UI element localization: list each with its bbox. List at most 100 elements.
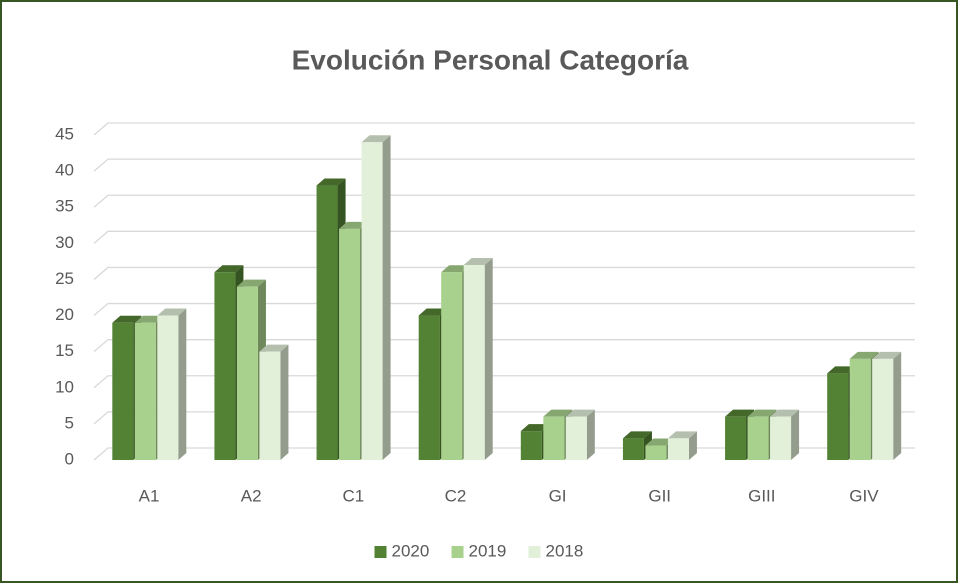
- bar-side-shade: [484, 258, 493, 460]
- bar: [418, 315, 440, 460]
- bar: [463, 265, 485, 460]
- bar: [339, 228, 361, 460]
- y-tick-label: 10: [55, 377, 74, 396]
- bar: [725, 416, 747, 460]
- grid-line: [93, 230, 915, 244]
- bar-top-shade: [259, 344, 289, 352]
- legend-swatch: [451, 546, 464, 558]
- bar-side-shade: [688, 431, 697, 460]
- grid-line: [93, 266, 915, 280]
- y-tick-label: 45: [55, 124, 74, 143]
- grid-line: [93, 375, 915, 389]
- bar-top-shade: [157, 308, 187, 316]
- x-tick-label: A2: [241, 486, 262, 505]
- bar-side-shade: [893, 351, 902, 460]
- bar-side: [178, 308, 187, 460]
- bar-top-shade: [770, 409, 800, 417]
- bar: [543, 416, 565, 460]
- bar: [520, 431, 542, 460]
- grid-line: [93, 339, 915, 353]
- bar-side: [791, 409, 800, 460]
- y-tick-label: 20: [55, 305, 74, 324]
- chart-title: Evolución Personal Categoría: [292, 44, 689, 75]
- bar-top: [339, 221, 369, 229]
- bar-top: [214, 265, 244, 273]
- bar-top-shade: [543, 409, 573, 417]
- bar-top: [667, 431, 697, 439]
- bar-side-shade: [280, 344, 289, 460]
- bar-side: [688, 431, 697, 460]
- bar-top: [849, 351, 879, 359]
- bar-top: [259, 344, 289, 352]
- bar: [827, 373, 849, 460]
- bar: [645, 445, 667, 460]
- x-tick-label: GIII: [748, 486, 775, 505]
- bar-side-shade: [791, 409, 800, 460]
- bar-top: [236, 279, 266, 287]
- bar-top: [520, 424, 550, 432]
- bar-top-shade: [361, 135, 391, 143]
- grid-line: [93, 194, 915, 208]
- y-tick-label: 25: [55, 269, 74, 288]
- bar-side-shade: [586, 409, 595, 460]
- bar-top-shade: [520, 424, 550, 432]
- bar-top: [418, 308, 448, 316]
- bar-top-shade: [339, 221, 369, 229]
- bar: [622, 438, 644, 460]
- bar-top-shade: [463, 258, 493, 265]
- bar-top-shade: [725, 409, 755, 417]
- bar: [259, 351, 281, 460]
- legend-swatch: [528, 546, 541, 558]
- y-tick-label: 15: [55, 341, 74, 360]
- legend-label: 2019: [469, 541, 507, 560]
- bar-top-shade: [441, 265, 471, 273]
- bar-top: [134, 315, 164, 323]
- bar-top: [872, 351, 902, 359]
- x-tick-label: A1: [139, 486, 160, 505]
- grid-line: [93, 302, 915, 317]
- bar-top-shade: [134, 315, 164, 323]
- bar: [236, 286, 258, 460]
- bar-top: [622, 431, 652, 439]
- y-tick-label: 30: [55, 233, 74, 252]
- bar-top-shade: [622, 431, 652, 439]
- x-tick-label: GI: [549, 486, 567, 505]
- legend-swatch: [374, 546, 387, 558]
- bar-side: [484, 258, 493, 460]
- grid-line: [93, 122, 915, 136]
- bar-top-shade: [316, 178, 346, 186]
- bar-top: [770, 409, 800, 417]
- x-tick-label: GIV: [849, 486, 879, 505]
- legend-label: 2020: [392, 541, 430, 560]
- bar-top-shade: [112, 315, 142, 323]
- y-tick-label: 35: [55, 197, 74, 216]
- bar-top: [441, 265, 471, 273]
- y-tick-label: 40: [55, 161, 74, 180]
- bar-top: [157, 308, 187, 316]
- bar: [872, 358, 894, 460]
- bar-top: [747, 409, 777, 417]
- bar: [214, 272, 236, 460]
- bar-side: [586, 409, 595, 460]
- bar-top: [565, 409, 595, 417]
- bar: [770, 416, 792, 460]
- bar-top-shade: [747, 409, 777, 417]
- bar-top-shade: [214, 265, 244, 273]
- bar-top: [645, 438, 675, 446]
- bar-side: [382, 135, 391, 460]
- bar: [747, 416, 769, 460]
- bar-top-shade: [645, 438, 675, 446]
- bar-top-shade: [849, 351, 879, 359]
- bar-top: [112, 315, 142, 323]
- bar-side-shade: [382, 135, 391, 460]
- bar-top: [543, 409, 573, 417]
- bar-top: [463, 258, 493, 265]
- bar-side: [280, 344, 289, 460]
- bar: [667, 438, 689, 460]
- bar: [134, 322, 156, 460]
- bar: [112, 322, 134, 460]
- bar: [565, 416, 587, 460]
- legend-label: 2018: [546, 541, 584, 560]
- y-tick-label: 5: [65, 413, 74, 432]
